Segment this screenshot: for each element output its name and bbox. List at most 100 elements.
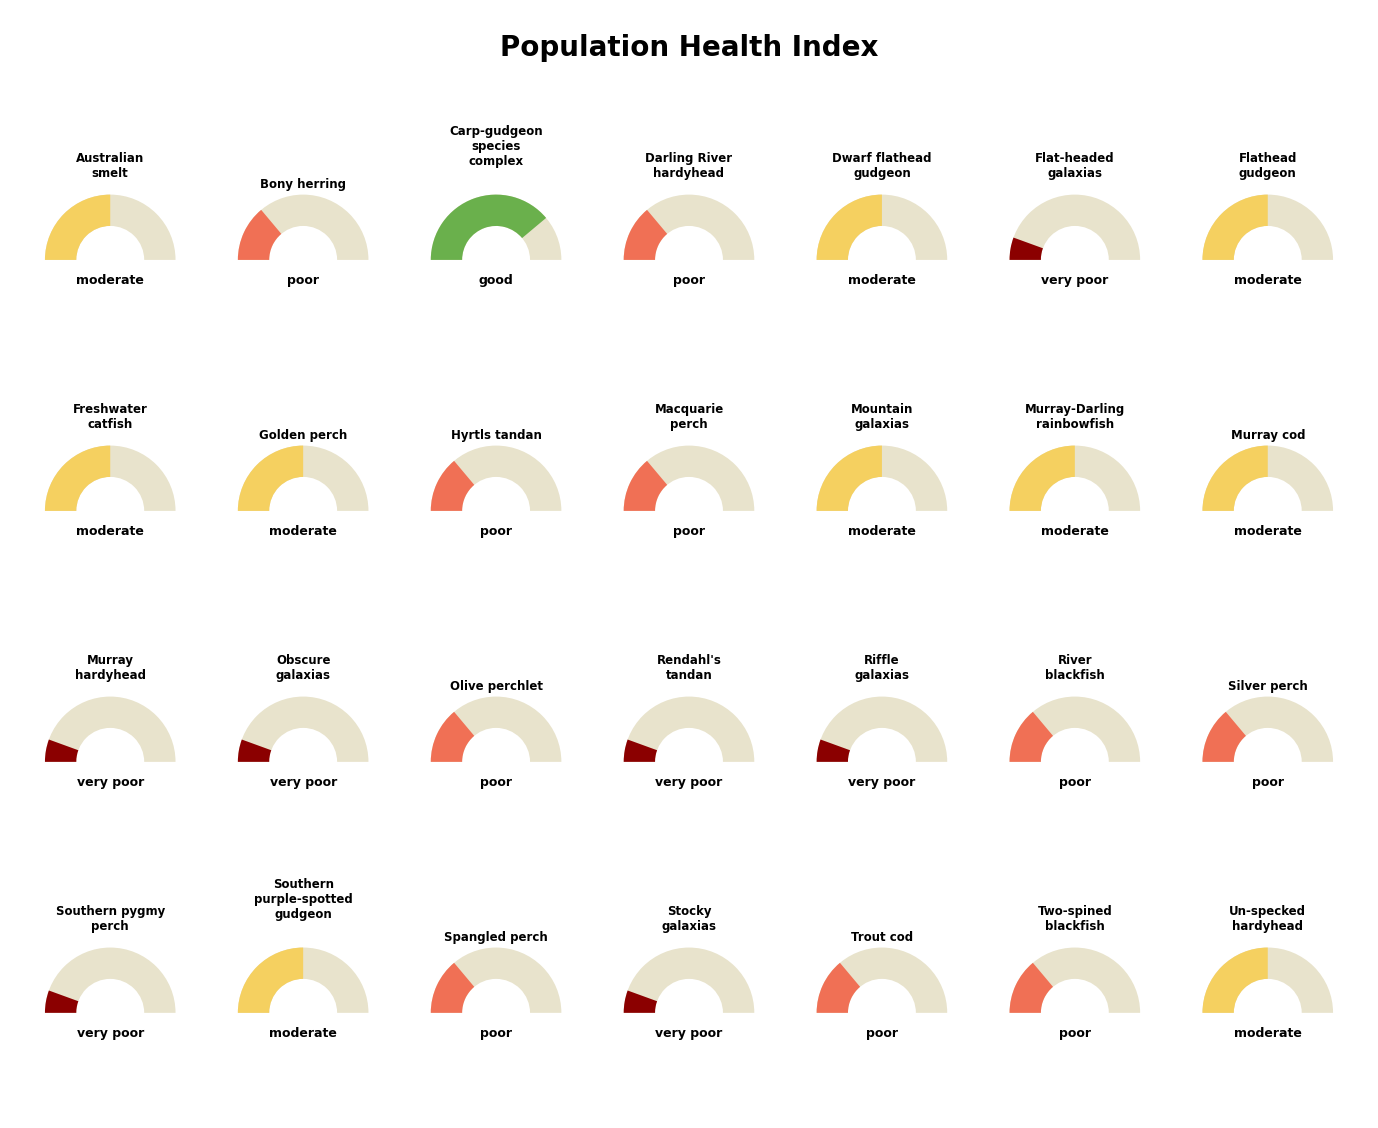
Text: moderate: moderate [1040, 526, 1109, 538]
Wedge shape [817, 446, 882, 511]
Text: very poor: very poor [656, 776, 722, 790]
Text: poor: poor [1251, 776, 1284, 790]
Wedge shape [624, 948, 754, 1013]
Text: Olive perchlet: Olive perchlet [449, 680, 543, 694]
Wedge shape [817, 963, 860, 1013]
Text: Murray cod: Murray cod [1231, 430, 1305, 442]
Wedge shape [624, 446, 754, 511]
Wedge shape [431, 195, 561, 259]
Wedge shape [1203, 446, 1333, 511]
Text: Two-spined
blackfish: Two-spined blackfish [1038, 905, 1112, 933]
Wedge shape [1010, 712, 1053, 761]
Wedge shape [45, 990, 79, 1013]
Wedge shape [45, 697, 175, 761]
Text: moderate: moderate [76, 526, 145, 538]
Text: Flat-headed
galaxias: Flat-headed galaxias [1035, 151, 1115, 179]
Wedge shape [817, 697, 947, 761]
Wedge shape [1010, 963, 1053, 1013]
Text: poor: poor [1058, 776, 1091, 790]
Text: Murray-Darling
rainbowfish: Murray-Darling rainbowfish [1025, 403, 1124, 431]
Wedge shape [431, 963, 474, 1013]
Text: Rendahl's
tandan: Rendahl's tandan [656, 653, 722, 681]
Text: Flathead
gudgeon: Flathead gudgeon [1239, 151, 1297, 179]
Wedge shape [1203, 712, 1246, 761]
Text: moderate: moderate [269, 526, 338, 538]
Text: very poor: very poor [656, 1028, 722, 1040]
Text: Carp-gudgeon
species
complex: Carp-gudgeon species complex [449, 125, 543, 168]
Text: Murray
hardyhead: Murray hardyhead [74, 653, 146, 681]
Text: Obscure
galaxias: Obscure galaxias [276, 653, 331, 681]
Wedge shape [1010, 446, 1140, 511]
Text: moderate: moderate [1233, 1028, 1302, 1040]
Wedge shape [45, 446, 175, 511]
Text: Golden perch: Golden perch [259, 430, 347, 442]
Text: Hyrtls tandan: Hyrtls tandan [451, 430, 542, 442]
Text: very poor: very poor [849, 776, 915, 790]
Text: moderate: moderate [1233, 274, 1302, 288]
Wedge shape [624, 210, 667, 259]
Text: moderate: moderate [269, 1028, 338, 1040]
Wedge shape [238, 948, 368, 1013]
Text: very poor: very poor [1042, 274, 1108, 288]
Text: Dwarf flathead
gudgeon: Dwarf flathead gudgeon [832, 151, 932, 179]
Wedge shape [624, 697, 754, 761]
Wedge shape [1203, 948, 1268, 1013]
Wedge shape [817, 948, 947, 1013]
Text: poor: poor [480, 526, 513, 538]
Wedge shape [1010, 195, 1140, 259]
Text: moderate: moderate [76, 274, 145, 288]
Wedge shape [817, 446, 947, 511]
Text: Southern pygmy
perch: Southern pygmy perch [55, 905, 165, 933]
Wedge shape [238, 948, 303, 1013]
Wedge shape [45, 195, 175, 259]
Wedge shape [817, 195, 882, 259]
Wedge shape [624, 740, 657, 761]
Text: Southern
purple-spotted
gudgeon: Southern purple-spotted gudgeon [254, 878, 353, 920]
Text: poor: poor [480, 776, 513, 790]
Text: poor: poor [672, 274, 706, 288]
Text: Spangled perch: Spangled perch [444, 932, 548, 944]
Text: Population Health Index: Population Health Index [500, 34, 878, 62]
Text: River
blackfish: River blackfish [1045, 653, 1105, 681]
Wedge shape [431, 697, 561, 761]
Wedge shape [1203, 195, 1268, 259]
Text: moderate: moderate [847, 526, 916, 538]
Wedge shape [817, 740, 850, 761]
Wedge shape [45, 195, 110, 259]
Text: Riffle
galaxias: Riffle galaxias [854, 653, 909, 681]
Text: poor: poor [287, 274, 320, 288]
Wedge shape [431, 712, 474, 761]
Wedge shape [1010, 238, 1043, 259]
Wedge shape [1203, 697, 1333, 761]
Wedge shape [431, 948, 561, 1013]
Text: very poor: very poor [77, 776, 143, 790]
Text: very poor: very poor [77, 1028, 143, 1040]
Wedge shape [624, 461, 667, 511]
Text: Macquarie
perch: Macquarie perch [655, 403, 723, 431]
Wedge shape [238, 446, 368, 511]
Wedge shape [1010, 446, 1075, 511]
Wedge shape [238, 740, 271, 761]
Text: moderate: moderate [1233, 526, 1302, 538]
Wedge shape [238, 195, 368, 259]
Text: Silver perch: Silver perch [1228, 680, 1308, 694]
Text: poor: poor [672, 526, 706, 538]
Wedge shape [1010, 948, 1140, 1013]
Text: poor: poor [1058, 1028, 1091, 1040]
Text: poor: poor [865, 1028, 898, 1040]
Text: good: good [478, 274, 514, 288]
Wedge shape [238, 697, 368, 761]
Text: Stocky
galaxias: Stocky galaxias [661, 905, 717, 933]
Text: Freshwater
catfish: Freshwater catfish [73, 403, 147, 431]
Text: poor: poor [480, 1028, 513, 1040]
Wedge shape [1010, 697, 1140, 761]
Wedge shape [1203, 195, 1333, 259]
Text: moderate: moderate [847, 274, 916, 288]
Wedge shape [1203, 446, 1268, 511]
Text: very poor: very poor [270, 776, 336, 790]
Wedge shape [45, 948, 175, 1013]
Wedge shape [238, 210, 281, 259]
Wedge shape [1203, 948, 1333, 1013]
Text: Bony herring: Bony herring [260, 178, 346, 192]
Text: Darling River
hardyhead: Darling River hardyhead [645, 151, 733, 179]
